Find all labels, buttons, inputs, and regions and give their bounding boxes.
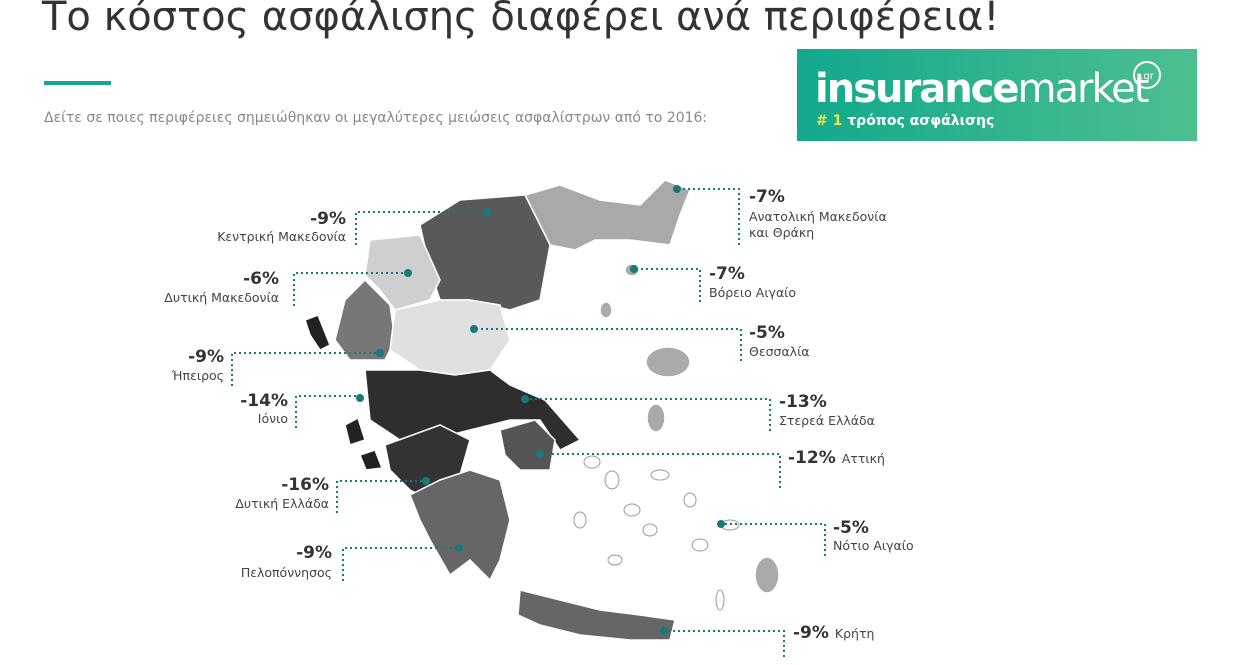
- region-shape: [646, 403, 666, 433]
- region-change: -5%: [833, 518, 869, 538]
- connector: [355, 211, 487, 245]
- region-dot: [483, 208, 491, 216]
- connector: [336, 480, 426, 513]
- connector: [293, 272, 408, 306]
- region-dot: [356, 394, 364, 402]
- island: [604, 470, 620, 490]
- logo-box: [797, 49, 1197, 141]
- logo-circle: [1133, 61, 1161, 89]
- region-shape: [359, 449, 384, 471]
- region-dot: [470, 325, 478, 333]
- region-name: Δυτική Ελλάδα: [235, 496, 329, 511]
- logo-tagline: # 1 τρόπος ασφάλισης: [816, 113, 994, 129]
- region-change: -7%: [709, 264, 745, 284]
- island: [683, 492, 697, 508]
- region-shape: [334, 278, 396, 361]
- region-change: -9%: [310, 209, 346, 229]
- island: [642, 523, 658, 537]
- region-shape: [344, 416, 366, 446]
- region-change: -12%: [788, 448, 836, 468]
- logo-rank: # 1: [816, 113, 842, 129]
- region-change: -14%: [240, 391, 288, 411]
- connector: [342, 547, 459, 581]
- region-name: Θεσσαλία: [749, 344, 810, 359]
- region-name: Νότιο Αιγαίο: [833, 538, 914, 553]
- region-change: -9%: [793, 623, 829, 643]
- logo-domain: .gr: [1140, 71, 1155, 82]
- map: [304, 179, 780, 641]
- connector: [540, 453, 781, 488]
- region-dot: [376, 349, 384, 357]
- region-name: Βόρειο Αιγαίο: [709, 285, 796, 300]
- logo-brand-light: market: [1018, 66, 1149, 112]
- region-dot: [660, 627, 668, 635]
- region-shape: [517, 589, 676, 641]
- region-shape: [645, 346, 691, 378]
- island: [573, 511, 587, 529]
- region-name: Ιόνιο: [258, 411, 288, 426]
- connector: [721, 523, 826, 556]
- region-dot: [422, 477, 430, 485]
- island: [691, 538, 709, 552]
- region-shape: [523, 179, 691, 251]
- region-dot: [404, 269, 412, 277]
- region-shape: [754, 556, 780, 594]
- region-name: Στερεά Ελλάδα: [779, 413, 875, 428]
- island: [607, 554, 623, 566]
- connector: [295, 395, 360, 428]
- island: [650, 469, 670, 481]
- connector: [474, 328, 742, 361]
- connector: [664, 630, 785, 657]
- logo-brand-bold: insurance: [815, 66, 1018, 112]
- connector: [231, 352, 380, 386]
- logo-tagline-text: τρόπος ασφάλισης: [847, 113, 994, 129]
- region-shape: [389, 299, 511, 376]
- region-name: Ήπειρος: [171, 368, 224, 383]
- region-name: Ανατολική Μακεδονία: [749, 209, 887, 224]
- region-dot: [536, 450, 544, 458]
- region-change: -13%: [779, 392, 827, 412]
- region-dot: [673, 185, 681, 193]
- region-change: -9%: [188, 347, 224, 367]
- region-name: και Θράκη: [749, 225, 814, 240]
- logo-brand: insurancemarket: [815, 66, 1149, 112]
- region-name: Αττική: [842, 451, 885, 466]
- island: [623, 503, 641, 517]
- title: Το κόστος ασφάλισης διαφέρει ανά περιφέρ…: [41, 0, 999, 40]
- region-name: Πελοπόννησος: [241, 565, 332, 580]
- region-change: -5%: [749, 323, 785, 343]
- connector: [677, 188, 740, 245]
- island: [583, 455, 601, 469]
- region-change: -16%: [281, 475, 329, 495]
- region-dot: [717, 520, 725, 528]
- region-name: Κρήτη: [835, 626, 875, 641]
- connector: [634, 268, 701, 302]
- region-dot: [630, 265, 638, 273]
- region-change: -7%: [749, 187, 785, 207]
- region-shape: [599, 301, 613, 319]
- region-change: -6%: [243, 269, 279, 289]
- title-underline: [44, 81, 111, 85]
- region-shape: [304, 314, 331, 351]
- logo: insurancemarket .gr # 1 τρόπος ασφάλισης: [797, 49, 1197, 141]
- island: [715, 589, 725, 611]
- region-name: Δυτική Μακεδονία: [164, 290, 279, 305]
- region-dot: [521, 395, 529, 403]
- subtitle: Δείτε σε ποιες περιφέρειες σημειώθηκαν ο…: [44, 110, 707, 126]
- region-name: Κεντρική Μακεδονία: [217, 229, 346, 244]
- region-shape: [409, 469, 511, 582]
- region-dot: [455, 544, 463, 552]
- connector: [525, 398, 771, 431]
- region-change: -9%: [296, 543, 332, 563]
